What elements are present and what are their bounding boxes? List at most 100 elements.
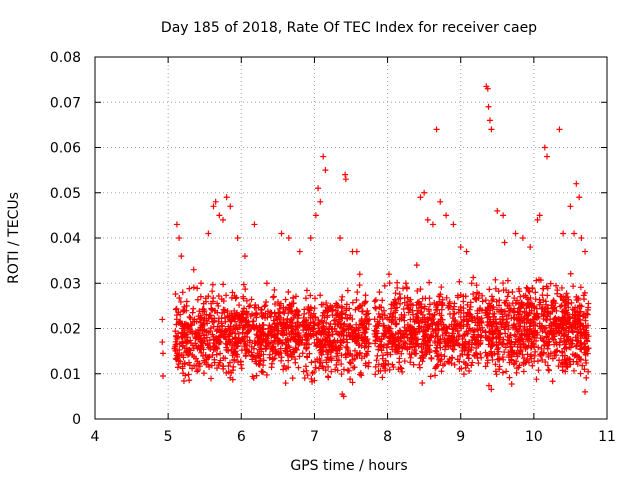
data-point [478,332,485,339]
data-point [557,335,564,342]
data-point [380,307,387,314]
data-point [373,327,380,334]
data-point [311,368,318,375]
data-point [180,370,187,377]
data-point [353,321,360,328]
data-point [295,321,302,328]
data-point [334,330,341,337]
data-point [533,337,540,344]
data-point [268,345,275,352]
data-point [493,339,500,346]
data-point [326,346,333,353]
data-point [289,327,296,334]
data-point [551,352,558,359]
data-point [254,350,261,357]
data-point [339,328,346,335]
data-point [473,337,480,344]
data-point [570,283,577,290]
data-point [444,358,451,365]
data-point [524,300,531,307]
data-point [187,314,194,321]
data-point [423,350,430,357]
data-point [217,350,224,357]
data-point [303,337,310,344]
data-point [257,325,264,332]
data-point [242,341,249,348]
data-point [186,285,193,292]
data-point [493,328,500,335]
data-point [531,310,538,317]
data-point [474,310,481,317]
data-point [233,294,240,301]
data-point [563,320,570,327]
data-point [532,289,539,296]
data-point [340,321,347,328]
data-point [573,180,580,187]
data-point [430,328,437,335]
data-point [410,361,417,368]
data-point [381,322,388,329]
data-point [552,320,559,327]
data-point [179,289,186,296]
data-point [525,296,532,303]
data-point [417,286,424,293]
data-point [582,351,589,358]
data-point [371,298,378,305]
data-point [193,318,200,325]
data-point [556,329,563,336]
data-point [288,329,295,336]
data-point [209,288,216,295]
data-point [372,304,379,311]
data-point [526,336,533,343]
data-point [521,326,528,333]
data-point [344,323,351,330]
data-point [422,345,429,352]
data-point [278,230,285,237]
data-point [282,306,289,313]
data-point [288,303,295,310]
data-point [428,355,435,362]
data-point [206,312,213,319]
data-point [341,320,348,327]
data-point [264,330,271,337]
data-point [580,311,587,318]
data-point [577,320,584,327]
data-point [571,307,578,314]
data-point [333,361,340,368]
data-point [571,325,578,332]
data-point [386,366,393,373]
data-point [443,329,450,336]
data-point [285,357,292,364]
data-point [441,360,448,367]
data-point [329,306,336,313]
data-point [220,216,226,223]
data-point [342,171,349,178]
data-point [208,375,215,382]
data-point [498,340,505,347]
data-point [200,370,207,377]
data-point [276,305,283,312]
data-point [456,365,463,372]
data-point [253,372,260,379]
data-point [463,248,470,255]
data-point [281,362,288,369]
data-point [294,308,301,315]
data-point [504,333,511,340]
data-point [292,326,299,333]
data-point [208,300,215,307]
data-point [343,301,350,308]
data-point [470,274,477,281]
data-point [173,336,180,343]
data-point [569,351,576,358]
data-point [426,301,433,308]
data-point [550,297,557,304]
data-point [419,379,426,386]
data-point [184,334,191,341]
data-point [556,126,563,133]
data-point [450,338,457,345]
data-point [348,326,355,333]
data-point [373,357,380,364]
data-point [506,359,513,366]
data-point [539,285,546,292]
data-point [258,313,265,320]
